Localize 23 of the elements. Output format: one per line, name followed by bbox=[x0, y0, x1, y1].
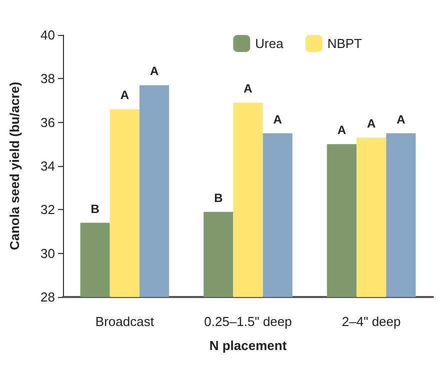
y-tick-label: 40 bbox=[40, 28, 55, 42]
y-tick-label: 30 bbox=[40, 246, 55, 261]
x-axis-title: N placement bbox=[209, 338, 288, 353]
data-label: A bbox=[273, 112, 282, 126]
x-tick-label: 2–4" deep bbox=[342, 314, 401, 329]
legend-label: Urea bbox=[255, 36, 284, 51]
data-label: A bbox=[396, 112, 406, 126]
y-tick-label: 34 bbox=[40, 158, 55, 174]
data-label: A bbox=[366, 116, 376, 131]
x-tick-label: 0.25–1.5" deep bbox=[204, 314, 292, 329]
y-tick-label: 36 bbox=[40, 114, 55, 130]
data-label: A bbox=[150, 64, 159, 78]
data-label: A bbox=[120, 88, 130, 102]
y-tick-label: 28 bbox=[40, 290, 55, 304]
data-label: A bbox=[337, 123, 346, 138]
data-label: B bbox=[214, 190, 224, 205]
legend-label: NBPT bbox=[327, 36, 362, 51]
y-tick-label: 32 bbox=[40, 202, 55, 218]
data-label: B bbox=[90, 202, 100, 216]
x-tick-label: Broadcast bbox=[95, 314, 154, 329]
y-tick-label: 38 bbox=[40, 71, 55, 86]
data-label: A bbox=[244, 82, 253, 96]
y-axis-title: Canola seed yield (bu/acre) bbox=[7, 82, 22, 250]
